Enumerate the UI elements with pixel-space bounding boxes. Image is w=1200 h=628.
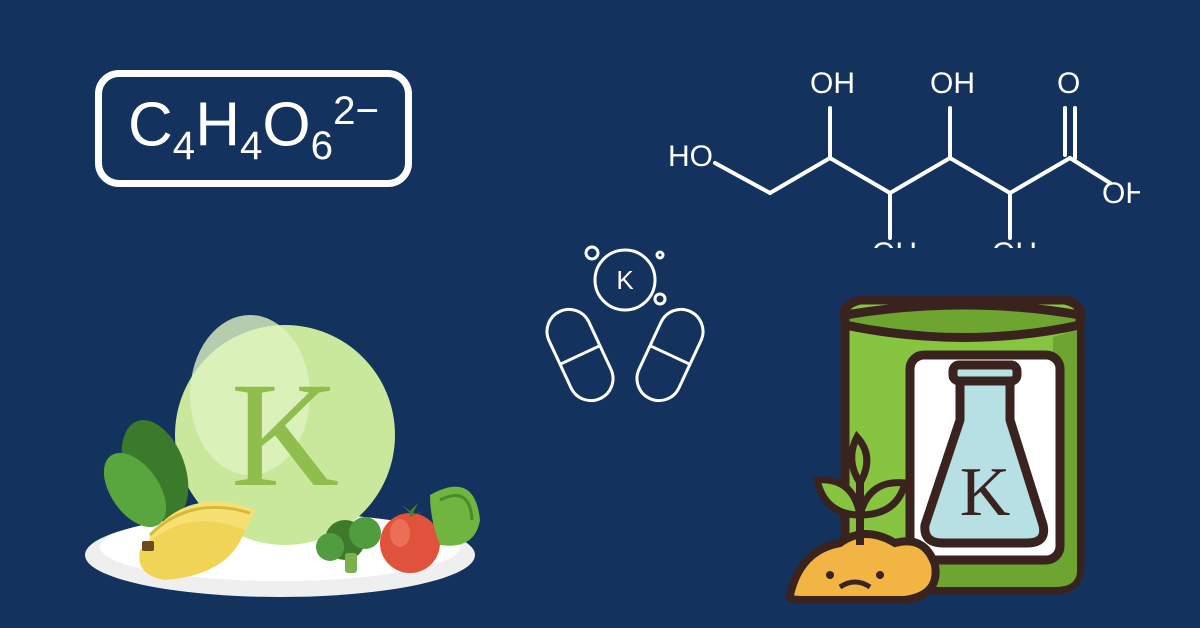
formula-sub4b: 4 bbox=[240, 123, 262, 168]
formula-O: O bbox=[262, 91, 310, 160]
tomato-icon bbox=[380, 503, 440, 573]
label-OH-1: OH bbox=[810, 67, 855, 100]
structural-formula: HO OH OH O OH OH OH bbox=[660, 48, 1140, 248]
formula-charge: 2− bbox=[333, 88, 379, 133]
k-sphere-letter: K bbox=[231, 352, 339, 518]
k-letter-center: K bbox=[616, 265, 634, 295]
formula-H: H bbox=[195, 91, 240, 160]
label-OH-5: OH bbox=[1102, 177, 1140, 210]
formula-sub6: 6 bbox=[311, 123, 333, 168]
formula-C: C bbox=[128, 91, 173, 160]
flask-letter: K bbox=[960, 454, 1011, 531]
potassium-pills-icon: K bbox=[520, 225, 730, 425]
label-OH-3: OH bbox=[872, 237, 917, 248]
label-HO: HO bbox=[668, 140, 713, 173]
chemical-formula-box: C4H4O62− bbox=[95, 70, 412, 187]
potassium-foods-plate: K bbox=[80, 295, 490, 605]
lettuce-icon bbox=[430, 487, 480, 546]
label-OH-4: OH bbox=[992, 237, 1037, 248]
formula-sub4a: 4 bbox=[173, 123, 195, 168]
label-O: O bbox=[1057, 67, 1080, 100]
fertilizer-bag-scene: K bbox=[785, 265, 1125, 610]
label-OH-2: OH bbox=[930, 67, 975, 100]
